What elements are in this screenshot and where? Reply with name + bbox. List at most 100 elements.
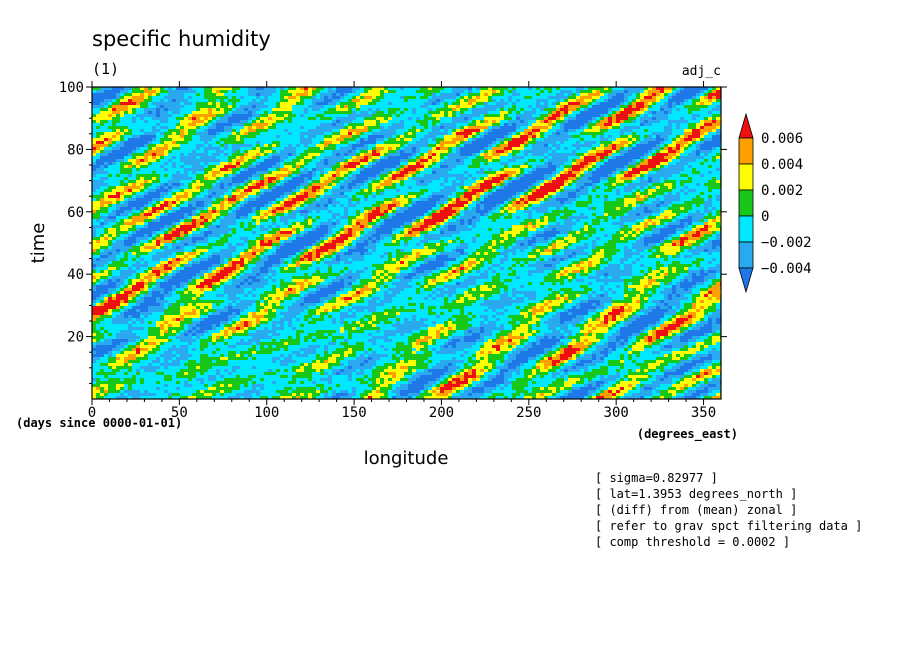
heatmap-cell [300, 174, 304, 177]
heatmap-cell [524, 150, 528, 153]
heatmap-cell [492, 162, 496, 165]
heatmap-cell [244, 111, 248, 114]
heatmap-cell [672, 123, 676, 126]
heatmap-cell [148, 90, 152, 93]
heatmap-cell [224, 129, 228, 132]
heatmap-cell [452, 117, 456, 120]
heatmap-cell [652, 147, 656, 150]
heatmap-cell [400, 90, 404, 93]
heatmap-cell [120, 93, 124, 96]
heatmap-cell [624, 108, 628, 111]
heatmap-cell [480, 111, 484, 114]
heatmap-cell [388, 120, 392, 123]
heatmap-cell [180, 141, 184, 144]
heatmap-cell [704, 177, 708, 180]
heatmap-cell [508, 99, 512, 102]
heatmap-cell [116, 159, 120, 162]
heatmap-cell [464, 162, 468, 165]
heatmap-cell [224, 90, 228, 93]
heatmap-cell [124, 159, 128, 162]
heatmap-cell [404, 111, 408, 114]
heatmap-cell [420, 162, 424, 165]
heatmap-cell [672, 162, 676, 165]
heatmap-cell [532, 159, 536, 162]
heatmap-cell [636, 144, 640, 147]
heatmap-cell [204, 96, 208, 99]
heatmap-cell [296, 117, 300, 120]
heatmap-cell [528, 162, 532, 165]
heatmap-cell [636, 141, 640, 144]
heatmap-cell [676, 150, 680, 153]
heatmap-cell [420, 132, 424, 135]
heatmap-cell [600, 135, 604, 138]
heatmap-cell [312, 144, 316, 147]
heatmap-cell [196, 123, 200, 126]
heatmap-cell [368, 111, 372, 114]
heatmap-cell [704, 90, 708, 93]
heatmap-cell [348, 105, 352, 108]
heatmap-cell [360, 147, 364, 150]
heatmap-cell [520, 96, 524, 99]
heatmap-cell [364, 147, 368, 150]
heatmap-cell [228, 126, 232, 129]
heatmap-cell [108, 162, 112, 165]
heatmap-cell [296, 132, 300, 135]
heatmap-cell [716, 138, 720, 141]
heatmap-cell [176, 150, 180, 153]
heatmap-cell [656, 138, 660, 141]
heatmap-cell [284, 174, 288, 177]
heatmap-cell [216, 126, 220, 129]
heatmap-cell [144, 165, 148, 168]
heatmap-cell [100, 90, 104, 93]
heatmap-cell [176, 111, 180, 114]
heatmap-cell [556, 90, 560, 93]
heatmap-cell [108, 126, 112, 129]
heatmap-cell [492, 96, 496, 99]
heatmap-cell [376, 111, 380, 114]
heatmap-cell [604, 90, 608, 93]
heatmap-cell [208, 135, 212, 138]
heatmap-cell [160, 105, 164, 108]
heatmap-cell [304, 180, 308, 183]
heatmap-cell [548, 150, 552, 153]
heatmap-cell [644, 159, 648, 162]
heatmap-cell [300, 132, 304, 135]
heatmap-cell [468, 144, 472, 147]
heatmap-cell [108, 153, 112, 156]
heatmap-cell [160, 162, 164, 165]
heatmap-cell [476, 174, 480, 177]
heatmap-cell [552, 174, 556, 177]
heatmap-cell [332, 96, 336, 99]
heatmap-cell [684, 156, 688, 159]
heatmap-cell [156, 174, 160, 177]
heatmap-cell [348, 96, 352, 99]
heatmap-cell [392, 156, 396, 159]
heatmap-cell [272, 159, 276, 162]
heatmap-cell [668, 156, 672, 159]
heatmap-cell [148, 108, 152, 111]
heatmap-cell [608, 117, 612, 120]
heatmap-cell [292, 114, 296, 117]
heatmap-cell [316, 120, 320, 123]
heatmap-cell [460, 99, 464, 102]
heatmap-cell [456, 99, 460, 102]
heatmap-cell [672, 159, 676, 162]
heatmap-cell [512, 153, 516, 156]
heatmap-cell [180, 168, 184, 171]
heatmap-cell [324, 138, 328, 141]
heatmap-cell [128, 174, 132, 177]
heatmap-cell [156, 117, 160, 120]
heatmap-cell [608, 165, 612, 168]
heatmap-cell [548, 162, 552, 165]
heatmap-cell [212, 147, 216, 150]
heatmap-cell [400, 138, 404, 141]
heatmap-cell [668, 135, 672, 138]
heatmap-cell [648, 120, 652, 123]
heatmap-cell [548, 174, 552, 177]
heatmap-cell [212, 126, 216, 129]
heatmap-cell [372, 105, 376, 108]
heatmap-cell [368, 90, 372, 93]
heatmap-cell [184, 123, 188, 126]
heatmap-cell [196, 162, 200, 165]
heatmap-cell [228, 120, 232, 123]
